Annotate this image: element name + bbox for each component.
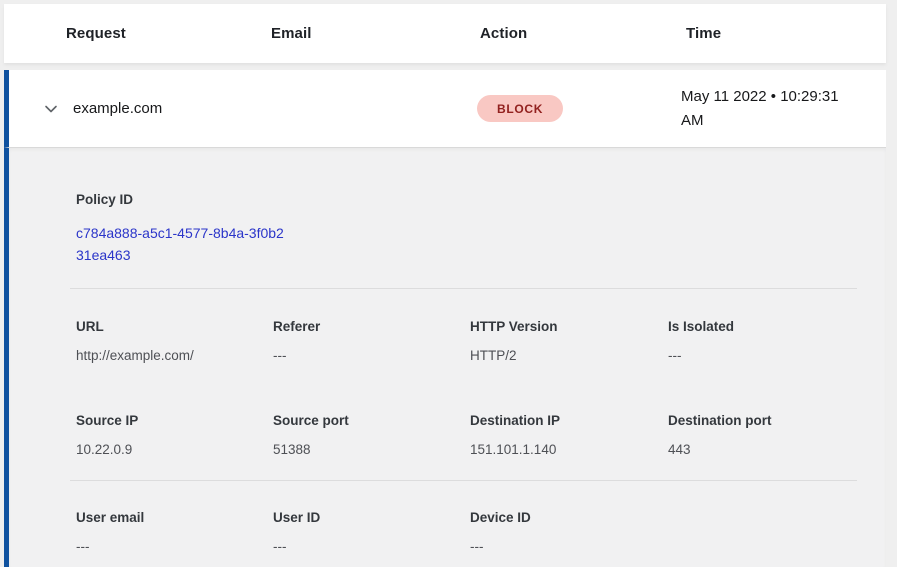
field-value: 443 [668, 442, 691, 457]
details-row: User email --- User ID --- Device ID --- [76, 508, 857, 557]
status-badge: BLOCK [477, 95, 564, 122]
field-http-version: HTTP Version HTTP/2 [470, 317, 668, 366]
field-label: HTTP Version [470, 319, 558, 334]
field-label: Source IP [76, 413, 139, 428]
field-value: 10.22.0.9 [76, 442, 133, 457]
field-value: --- [273, 539, 287, 554]
column-header-request[interactable]: Request [66, 25, 126, 42]
field-value: --- [76, 539, 90, 554]
chevron-down-icon[interactable] [42, 100, 60, 118]
column-header-email[interactable]: Email [271, 25, 312, 42]
row-details-panel: Policy ID c784a888-a5c1-4577-8b4a-3f0b23… [4, 148, 886, 567]
field-destination-port: Destination port 443 [668, 411, 857, 460]
request-value: example.com [73, 100, 163, 117]
divider [70, 288, 857, 289]
policy-id-label: Policy ID [76, 192, 134, 207]
divider [70, 480, 857, 481]
field-label: Device ID [470, 510, 531, 525]
field-source-port: Source port 51388 [273, 411, 470, 460]
field-label: Referer [273, 319, 321, 334]
field-label: User email [76, 510, 145, 525]
field-label: Is Isolated [668, 319, 735, 334]
policy-id-link[interactable]: c784a888-a5c1-4577-8b4a-3f0b231ea463 [76, 225, 284, 263]
time-value: May 11 2022 • 10:29:31 AM [681, 87, 839, 129]
field-value: HTTP/2 [470, 348, 517, 363]
field-value: http://example.com/ [76, 348, 194, 363]
table-header: Request Email Action Time [4, 4, 886, 63]
field-user-id: User ID --- [273, 508, 470, 557]
field-is-isolated: Is Isolated --- [668, 317, 857, 366]
action-cell: BLOCK [475, 95, 681, 122]
field-empty [668, 508, 857, 557]
field-source-ip: Source IP 10.22.0.9 [76, 411, 273, 460]
column-header-action[interactable]: Action [480, 25, 528, 42]
field-value: --- [273, 348, 287, 363]
field-referer: Referer --- [273, 317, 470, 366]
request-cell: example.com [45, 100, 266, 118]
field-label: User ID [273, 510, 321, 525]
field-label: Destination port [668, 413, 772, 428]
field-value: 51388 [273, 442, 311, 457]
field-url: URL http://example.com/ [76, 317, 273, 366]
field-destination-ip: Destination IP 151.101.1.140 [470, 411, 668, 460]
column-header-time[interactable]: Time [686, 25, 722, 42]
field-value: --- [470, 539, 484, 554]
field-label: Destination IP [470, 413, 561, 428]
field-label: Source port [273, 413, 349, 428]
field-user-email: User email --- [76, 508, 273, 557]
field-device-id: Device ID --- [470, 508, 668, 557]
details-row: Source IP 10.22.0.9 Source port 51388 De… [76, 411, 857, 460]
field-value: 151.101.1.140 [470, 442, 557, 457]
field-label: URL [76, 319, 104, 334]
table-row[interactable]: example.com BLOCK May 11 2022 • 10:29:31… [4, 70, 886, 148]
details-row: URL http://example.com/ Referer --- HTTP… [76, 317, 857, 366]
field-value: --- [668, 348, 682, 363]
policy-id-block: Policy ID c784a888-a5c1-4577-8b4a-3f0b23… [76, 190, 857, 266]
